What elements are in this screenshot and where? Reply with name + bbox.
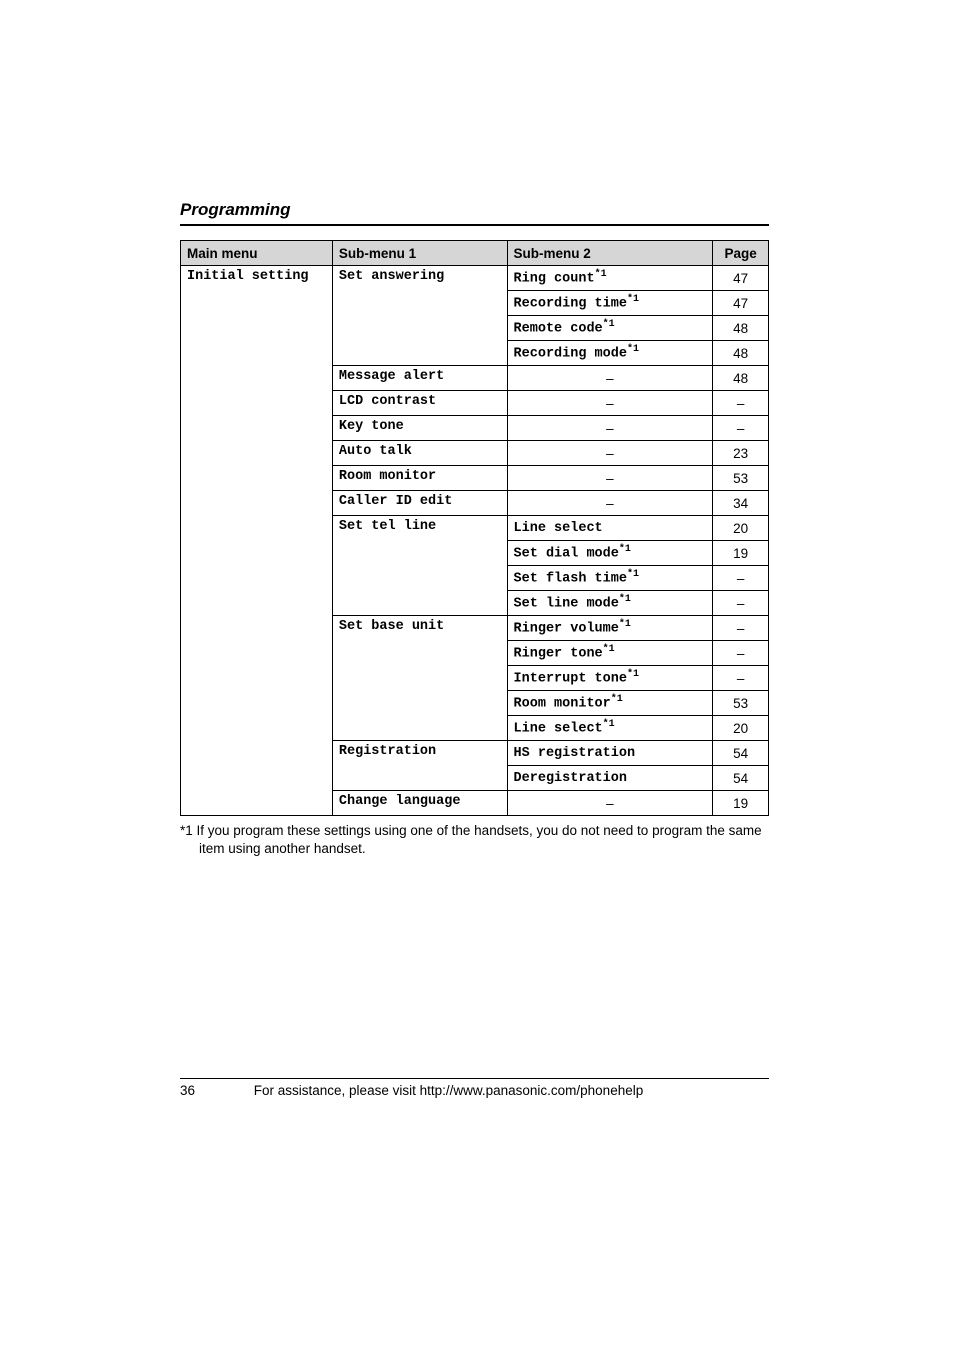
header-sub2: Sub-menu 2 — [507, 241, 713, 266]
page-cell: 48 — [713, 316, 769, 341]
sub1-cell: Caller ID edit — [332, 491, 507, 516]
page-cell: 48 — [713, 366, 769, 391]
sub1-cell: Key tone — [332, 416, 507, 441]
page-cell: 47 — [713, 291, 769, 316]
sub2-cell: – — [507, 416, 713, 441]
sub2-cell: – — [507, 366, 713, 391]
section-title: Programming — [180, 200, 769, 226]
sub2-cell: Line select*1 — [507, 716, 713, 741]
sub2-cell: HS registration — [507, 741, 713, 766]
page-cell: 54 — [713, 766, 769, 791]
sub1-cell: Set tel line — [332, 516, 507, 616]
header-page: Page — [713, 241, 769, 266]
page-cell: 23 — [713, 441, 769, 466]
page-cell: – — [713, 666, 769, 691]
table-header-row: Main menu Sub-menu 1 Sub-menu 2 Page — [181, 241, 769, 266]
page-cell: 19 — [713, 541, 769, 566]
sub2-cell: Remote code*1 — [507, 316, 713, 341]
sub2-cell: Room monitor*1 — [507, 691, 713, 716]
sub1-cell: Message alert — [332, 366, 507, 391]
sub2-cell: – — [507, 466, 713, 491]
page-cell: 48 — [713, 341, 769, 366]
page-cell: – — [713, 641, 769, 666]
page-cell: – — [713, 416, 769, 441]
page-cell: – — [713, 616, 769, 641]
page-cell: 20 — [713, 716, 769, 741]
sub2-cell: Interrupt tone*1 — [507, 666, 713, 691]
main-menu-cell: Initial setting — [181, 266, 333, 816]
page-cell: 54 — [713, 741, 769, 766]
sub2-cell: Set flash time*1 — [507, 566, 713, 591]
footer-text: For assistance, please visit http://www.… — [254, 1083, 643, 1098]
sub1-cell: LCD contrast — [332, 391, 507, 416]
sub2-cell: Ringer tone*1 — [507, 641, 713, 666]
sub2-cell: Set line mode*1 — [507, 591, 713, 616]
page-cell: 19 — [713, 791, 769, 816]
page-cell: 53 — [713, 466, 769, 491]
sub1-cell: Change language — [332, 791, 507, 816]
page-cell: 53 — [713, 691, 769, 716]
page-cell: 20 — [713, 516, 769, 541]
sub1-cell: Auto talk — [332, 441, 507, 466]
header-sub1: Sub-menu 1 — [332, 241, 507, 266]
page-footer: 36 For assistance, please visit http://w… — [180, 1078, 769, 1098]
sub2-cell: Recording mode*1 — [507, 341, 713, 366]
header-main: Main menu — [181, 241, 333, 266]
page-number: 36 — [180, 1083, 250, 1098]
sub2-cell: Ring count*1 — [507, 266, 713, 291]
page-cell: – — [713, 591, 769, 616]
sub2-cell: – — [507, 391, 713, 416]
sub2-cell: – — [507, 441, 713, 466]
menu-table: Main menu Sub-menu 1 Sub-menu 2 Page Ini… — [180, 240, 769, 816]
sub2-cell: Set dial mode*1 — [507, 541, 713, 566]
sub2-cell: Ringer volume*1 — [507, 616, 713, 641]
table-row: Initial settingSet answeringRing count*1… — [181, 266, 769, 291]
sub1-cell: Set answering — [332, 266, 507, 366]
sub1-cell: Room monitor — [332, 466, 507, 491]
sub2-cell: – — [507, 791, 713, 816]
sub2-cell: Recording time*1 — [507, 291, 713, 316]
page-cell: – — [713, 566, 769, 591]
sub2-cell: – — [507, 491, 713, 516]
footnote: *1 If you program these settings using o… — [180, 822, 769, 858]
sub1-cell: Set base unit — [332, 616, 507, 741]
sub1-cell: Registration — [332, 741, 507, 791]
page-cell: 47 — [713, 266, 769, 291]
sub2-cell: Deregistration — [507, 766, 713, 791]
page-cell: – — [713, 391, 769, 416]
sub2-cell: Line select — [507, 516, 713, 541]
page-cell: 34 — [713, 491, 769, 516]
